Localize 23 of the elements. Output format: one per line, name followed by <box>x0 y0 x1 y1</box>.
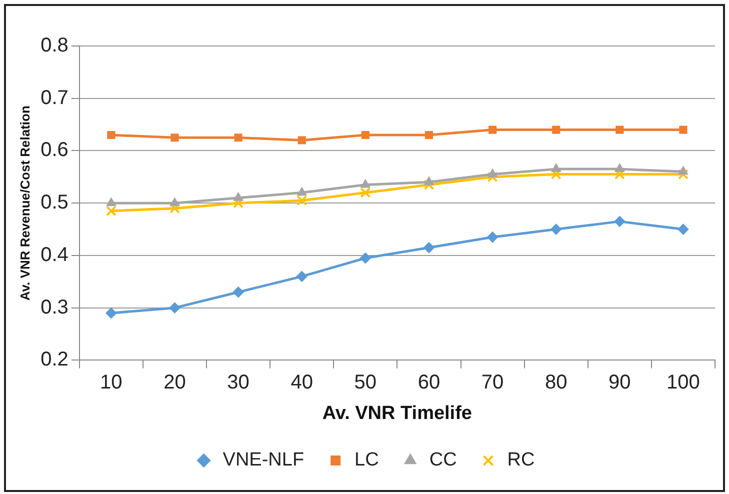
x-tick-label: 50 <box>354 372 377 394</box>
x-tick-label: 70 <box>481 372 504 394</box>
y-tick-label: 0.6 <box>40 139 68 162</box>
x-axis-title: Av. VNR Timelife <box>322 402 472 424</box>
y-tick-label: 0.2 <box>40 348 68 371</box>
x-tick-label: 90 <box>608 372 631 394</box>
y-tick-label: 0.4 <box>40 244 68 266</box>
legend-label: CC <box>429 450 457 471</box>
y-tick-label: 0.3 <box>40 296 68 318</box>
y-tick-label: 0.7 <box>40 86 68 109</box>
x-tick-label: 40 <box>290 372 313 394</box>
x-tick-label: 100 <box>666 372 700 394</box>
y-tick-label: 0.5 <box>40 192 68 214</box>
y-tick-label: 0.8 <box>40 34 68 57</box>
legend-label: VNE-NLF <box>222 450 304 471</box>
x-tick-label: 30 <box>227 372 250 394</box>
x-tick-label: 80 <box>544 372 568 394</box>
y-axis-title: Av. VNR Revenue/Cost Relation <box>17 106 32 301</box>
x-tick-label: 20 <box>164 372 186 394</box>
x-tick-label: 10 <box>100 372 122 394</box>
legend-label: RC <box>507 450 535 471</box>
legend-label: LC <box>354 450 379 471</box>
x-tick-label: 60 <box>418 372 440 394</box>
